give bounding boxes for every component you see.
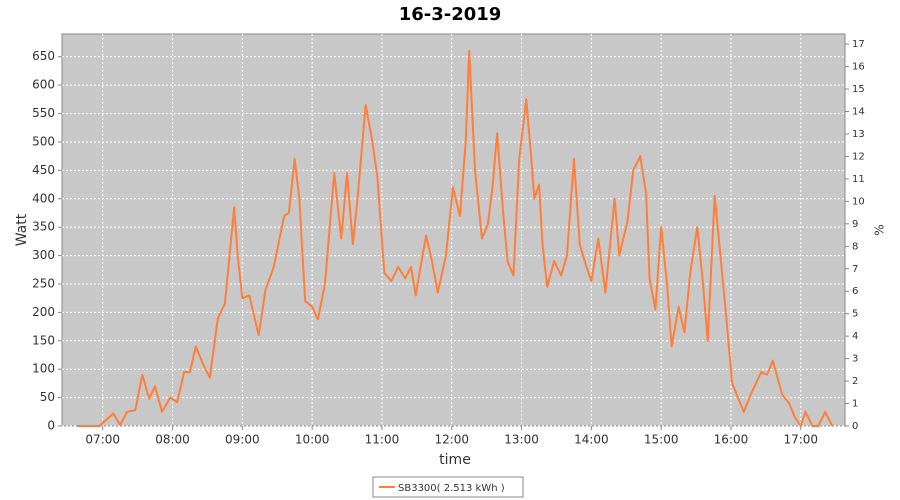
y-tick-label: 0 xyxy=(47,419,55,433)
legend xyxy=(372,476,524,498)
y2-tick-label: 0 xyxy=(852,421,858,432)
y-tick-label: 550 xyxy=(32,106,55,120)
plot-area xyxy=(61,33,846,427)
y2-tick-label: 12 xyxy=(852,151,865,162)
legend-label: SB3300( 2.513 kWh ) xyxy=(398,483,505,494)
x-tick-label: 15:00 xyxy=(644,433,679,447)
y-tick-label: 250 xyxy=(32,276,55,290)
x-tick-label: 17:00 xyxy=(783,433,818,447)
data-line xyxy=(77,50,834,427)
x-tick-label: 14:00 xyxy=(574,433,609,447)
y-axis-label: Watt xyxy=(14,213,30,246)
y2-tick-label: 5 xyxy=(852,309,858,320)
y2-tick-label: 2 xyxy=(852,376,858,387)
x-tick-label: 10:00 xyxy=(295,433,330,447)
y-tick-label: 100 xyxy=(32,362,55,376)
y2-tick-label: 11 xyxy=(852,174,865,185)
chart-title: 16-3-2019 xyxy=(399,4,502,25)
x-tick-label: 12:00 xyxy=(434,433,469,447)
y2-tick-label: 3 xyxy=(852,354,858,365)
y-tick-label: 350 xyxy=(32,220,55,234)
y-tick-label: 50 xyxy=(40,390,55,404)
y2-tick-label: 6 xyxy=(852,286,858,297)
y-tick-label: 600 xyxy=(32,78,55,92)
x-tick-label: 07:00 xyxy=(85,433,120,447)
y2-tick-label: 4 xyxy=(852,331,858,342)
y2-tick-label: 7 xyxy=(852,264,858,275)
y2-tick-label: 13 xyxy=(852,129,865,140)
y2-tick-label: 10 xyxy=(852,196,865,207)
y2-tick-label: 15 xyxy=(852,84,865,95)
y2-axis-label: % xyxy=(873,224,887,235)
y2-tick-label: 17 xyxy=(852,39,865,50)
x-tick-label: 13:00 xyxy=(504,433,539,447)
y-tick-label: 200 xyxy=(32,305,55,319)
y-tick-label: 300 xyxy=(32,248,55,262)
y2-tick-label: 16 xyxy=(852,62,865,73)
y-tick-label: 150 xyxy=(32,333,55,347)
y-tick-label: 400 xyxy=(32,191,55,205)
y-tick-label: 450 xyxy=(32,163,55,177)
x-tick-label: 11:00 xyxy=(365,433,400,447)
x-tick-label: 08:00 xyxy=(155,433,190,447)
y2-tick-label: 1 xyxy=(852,399,858,410)
x-tick-label: 16:00 xyxy=(714,433,749,447)
x-tick-label: 09:00 xyxy=(225,433,260,447)
x-axis-label: time xyxy=(439,452,471,468)
y2-tick-label: 14 xyxy=(852,107,865,118)
y2-tick-label: 9 xyxy=(852,219,858,230)
y2-tick-label: 8 xyxy=(852,241,858,252)
y-tick-label: 650 xyxy=(32,49,55,63)
y-tick-label: 500 xyxy=(32,134,55,148)
